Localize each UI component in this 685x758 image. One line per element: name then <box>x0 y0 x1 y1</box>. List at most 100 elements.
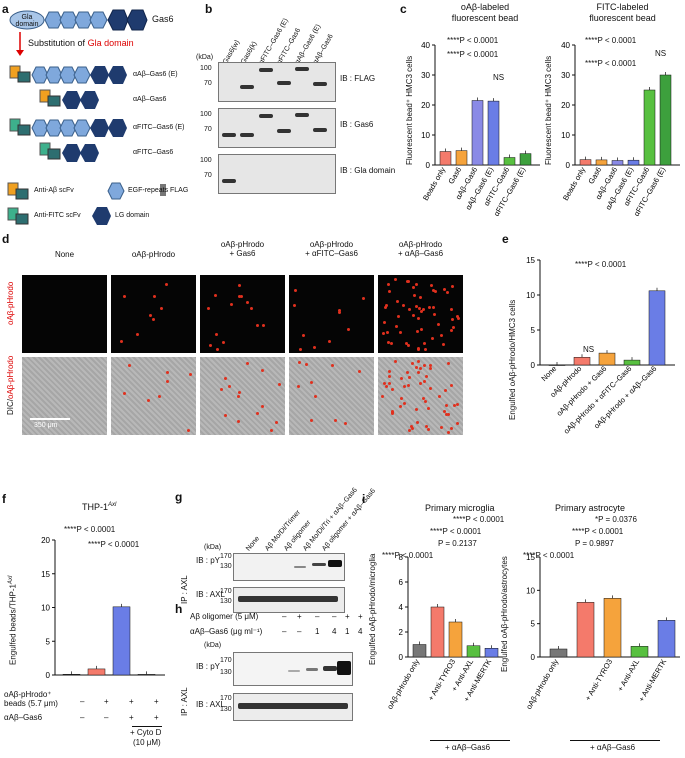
phrodo-signal-dot <box>433 289 437 293</box>
phrodo-signal-dot <box>417 348 421 352</box>
y-tick-label: 0 <box>46 671 51 680</box>
phrodo-signal-dot <box>387 282 391 286</box>
phrodo-signal-dot <box>221 340 225 344</box>
phrodo-signal-dot <box>422 397 426 401</box>
phrodo-signal-dot <box>416 360 420 364</box>
phrodo-signal-dot <box>239 294 243 298</box>
phrodo-signal-dot <box>452 403 456 407</box>
y-tick-label: 10 <box>526 291 535 300</box>
category-label: oAβ-pHrodo only <box>385 657 421 711</box>
ib-gas6: IB : Gas6 <box>340 120 374 129</box>
f-row2-value: + <box>154 713 159 722</box>
marker-b1-70: 70 <box>204 80 212 87</box>
h-row1-value: – <box>315 612 320 621</box>
phrodo-signal-dot <box>296 385 300 389</box>
f-row1-value: + <box>129 697 134 706</box>
y-tick-label: 0 <box>426 161 431 170</box>
phrodo-signal-dot <box>426 406 430 410</box>
i-left-title: Primary microglia <box>425 503 495 513</box>
phrodo-signal-dot <box>309 381 313 385</box>
phrodo-signal-dot <box>390 387 394 391</box>
bar <box>448 621 463 658</box>
e-stat-1: NS <box>583 345 595 354</box>
y-tick-label: 10 <box>421 131 430 140</box>
blot-g-axl <box>233 587 345 613</box>
construct-label-2: αFITC–Gas6 (E) <box>133 124 185 131</box>
bar <box>484 648 499 658</box>
phrodo-signal-dot <box>445 290 449 294</box>
substitution-text: Substitution of Gla domain <box>28 38 134 48</box>
y-tick-label: 30 <box>561 71 570 80</box>
phrodo-signal-dot <box>429 367 433 371</box>
blot-b-gas6 <box>218 108 336 148</box>
phrodo-signal-dot <box>277 383 281 387</box>
phrodo-signal-dot <box>298 361 302 365</box>
i-right-stat-3: ****P < 0.0001 <box>523 551 575 560</box>
y-tick-label: 0 <box>531 653 536 662</box>
legend-egf: EGF-repeats <box>128 187 169 194</box>
f-row2-value: – <box>104 713 109 722</box>
phrodo-signal-dot <box>442 410 446 414</box>
phrodo-signal-dot <box>450 427 454 431</box>
panel-label-c: c <box>400 2 407 16</box>
c-right-stat-0: ****P < 0.0001 <box>585 36 637 45</box>
f-cyto-conc: (10 μM) <box>133 738 161 747</box>
phrodo-signal-dot <box>120 340 124 344</box>
category-label: Beads only <box>421 165 447 202</box>
phrodo-signal-dot <box>430 336 434 340</box>
legend-anti-abeta: Anti-Aβ scFv <box>34 187 74 194</box>
phrodo-signal-dot <box>447 362 451 366</box>
phrodo-signal-dot <box>451 326 455 330</box>
bar <box>439 151 452 166</box>
y-tick-label: 0 <box>566 161 571 170</box>
phrodo-signal-dot <box>408 429 412 433</box>
phrodo-signal-dot <box>411 362 415 366</box>
f-row1-value: – <box>80 697 85 706</box>
phrodo-signal-dot <box>402 385 406 389</box>
category-label: None <box>539 364 558 383</box>
phrodo-signal-dot <box>412 314 416 318</box>
h-row1-value: + <box>358 612 363 621</box>
category-label: + Anti-MERTK <box>637 658 669 704</box>
phrodo-signal-dot <box>382 381 386 385</box>
i-right-footer-line <box>570 740 660 741</box>
phrodo-signal-dot <box>343 421 347 425</box>
panel-label-d: d <box>2 232 10 246</box>
ip-g: IP : AXL <box>180 575 189 604</box>
phrodo-signal-dot <box>224 414 228 418</box>
phrodo-signal-dot <box>425 375 429 379</box>
bar <box>412 644 427 658</box>
phrodo-signal-dot <box>292 303 296 307</box>
y-tick-label: 0 <box>399 653 404 662</box>
phrodo-signal-dot <box>146 399 150 403</box>
ib-h-axl: IB : AXL <box>196 700 225 709</box>
bar <box>112 606 131 676</box>
i-right-footer: + αAβ–Gas6 <box>590 743 636 752</box>
marker-b3-70: 70 <box>204 172 212 179</box>
phrodo-signal-dot <box>216 347 220 351</box>
bar <box>137 674 156 676</box>
ib-h-py: IB : pY <box>196 662 221 671</box>
bar <box>471 100 484 166</box>
panel-label-b: b <box>205 2 213 16</box>
e-stat-0: ****P < 0.0001 <box>575 260 627 269</box>
phrodo-signal-dot <box>429 364 432 368</box>
marker-g-170: 170 <box>220 553 232 560</box>
phrodo-signal-dot <box>381 394 384 398</box>
f-ylabel-sup: Axl <box>8 575 14 585</box>
blot-g-py <box>233 553 345 581</box>
phrodo-signal-dot <box>456 317 460 321</box>
i-left-stat-3: ****P < 0.0001 <box>382 551 434 560</box>
phrodo-signal-dot <box>394 360 398 364</box>
c-left-title2: fluorescent bead <box>451 13 519 23</box>
bar <box>598 352 616 366</box>
micro-pHrodo <box>111 275 196 353</box>
d-col-1: oAβ-pHrodo <box>131 250 176 259</box>
marker-b2-70: 70 <box>204 126 212 133</box>
f-row1-label: oAβ-pHrodo⁺ beads (5.7 μm) <box>4 690 58 708</box>
d-col-3: oAβ-pHrodo + αFITC–Gas6 <box>305 240 358 258</box>
c-left-title: oAβ-labeled fluorescent bead <box>420 2 550 24</box>
marker-g2-130: 130 <box>220 598 232 605</box>
construct-label-1: αAβ–Gas6 <box>133 96 167 103</box>
c-left-title1: oAβ-labeled <box>460 2 510 12</box>
